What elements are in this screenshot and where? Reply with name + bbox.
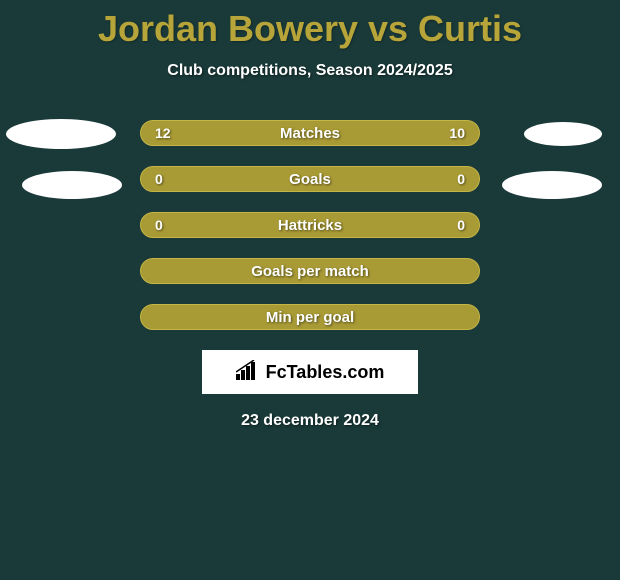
stat-left-value: 0	[155, 217, 163, 233]
page-title: Jordan Bowery vs Curtis	[0, 0, 620, 50]
stat-label: Hattricks	[278, 217, 342, 234]
subtitle: Club competitions, Season 2024/2025	[0, 62, 620, 80]
player-ellipse-right-2	[502, 171, 602, 199]
stat-right-value: 10	[449, 125, 465, 141]
stat-left-value: 12	[155, 125, 171, 141]
stat-left-value: 0	[155, 171, 163, 187]
stat-right-value: 0	[457, 171, 465, 187]
stat-right-value: 0	[457, 217, 465, 233]
stats-content: 12 Matches 10 0 Goals 0 0 Hattricks 0 Go…	[0, 120, 620, 430]
player-ellipse-right-1	[524, 122, 602, 146]
stat-label: Matches	[280, 125, 340, 142]
logo-text: FcTables.com	[266, 362, 385, 383]
stat-label: Min per goal	[266, 309, 354, 326]
stat-row-goals: 0 Goals 0	[140, 166, 480, 192]
stat-row-hattricks: 0 Hattricks 0	[140, 212, 480, 238]
player-ellipse-left-2	[22, 171, 122, 199]
date-text: 23 december 2024	[0, 412, 620, 430]
stat-label: Goals	[289, 171, 331, 188]
stat-row-min-per-goal: Min per goal	[140, 304, 480, 330]
stat-label: Goals per match	[251, 263, 369, 280]
stat-row-matches: 12 Matches 10	[140, 120, 480, 146]
stat-row-goals-per-match: Goals per match	[140, 258, 480, 284]
chart-icon	[236, 360, 260, 385]
player-ellipse-left-1	[6, 119, 116, 149]
logo-box: FcTables.com	[202, 350, 418, 394]
